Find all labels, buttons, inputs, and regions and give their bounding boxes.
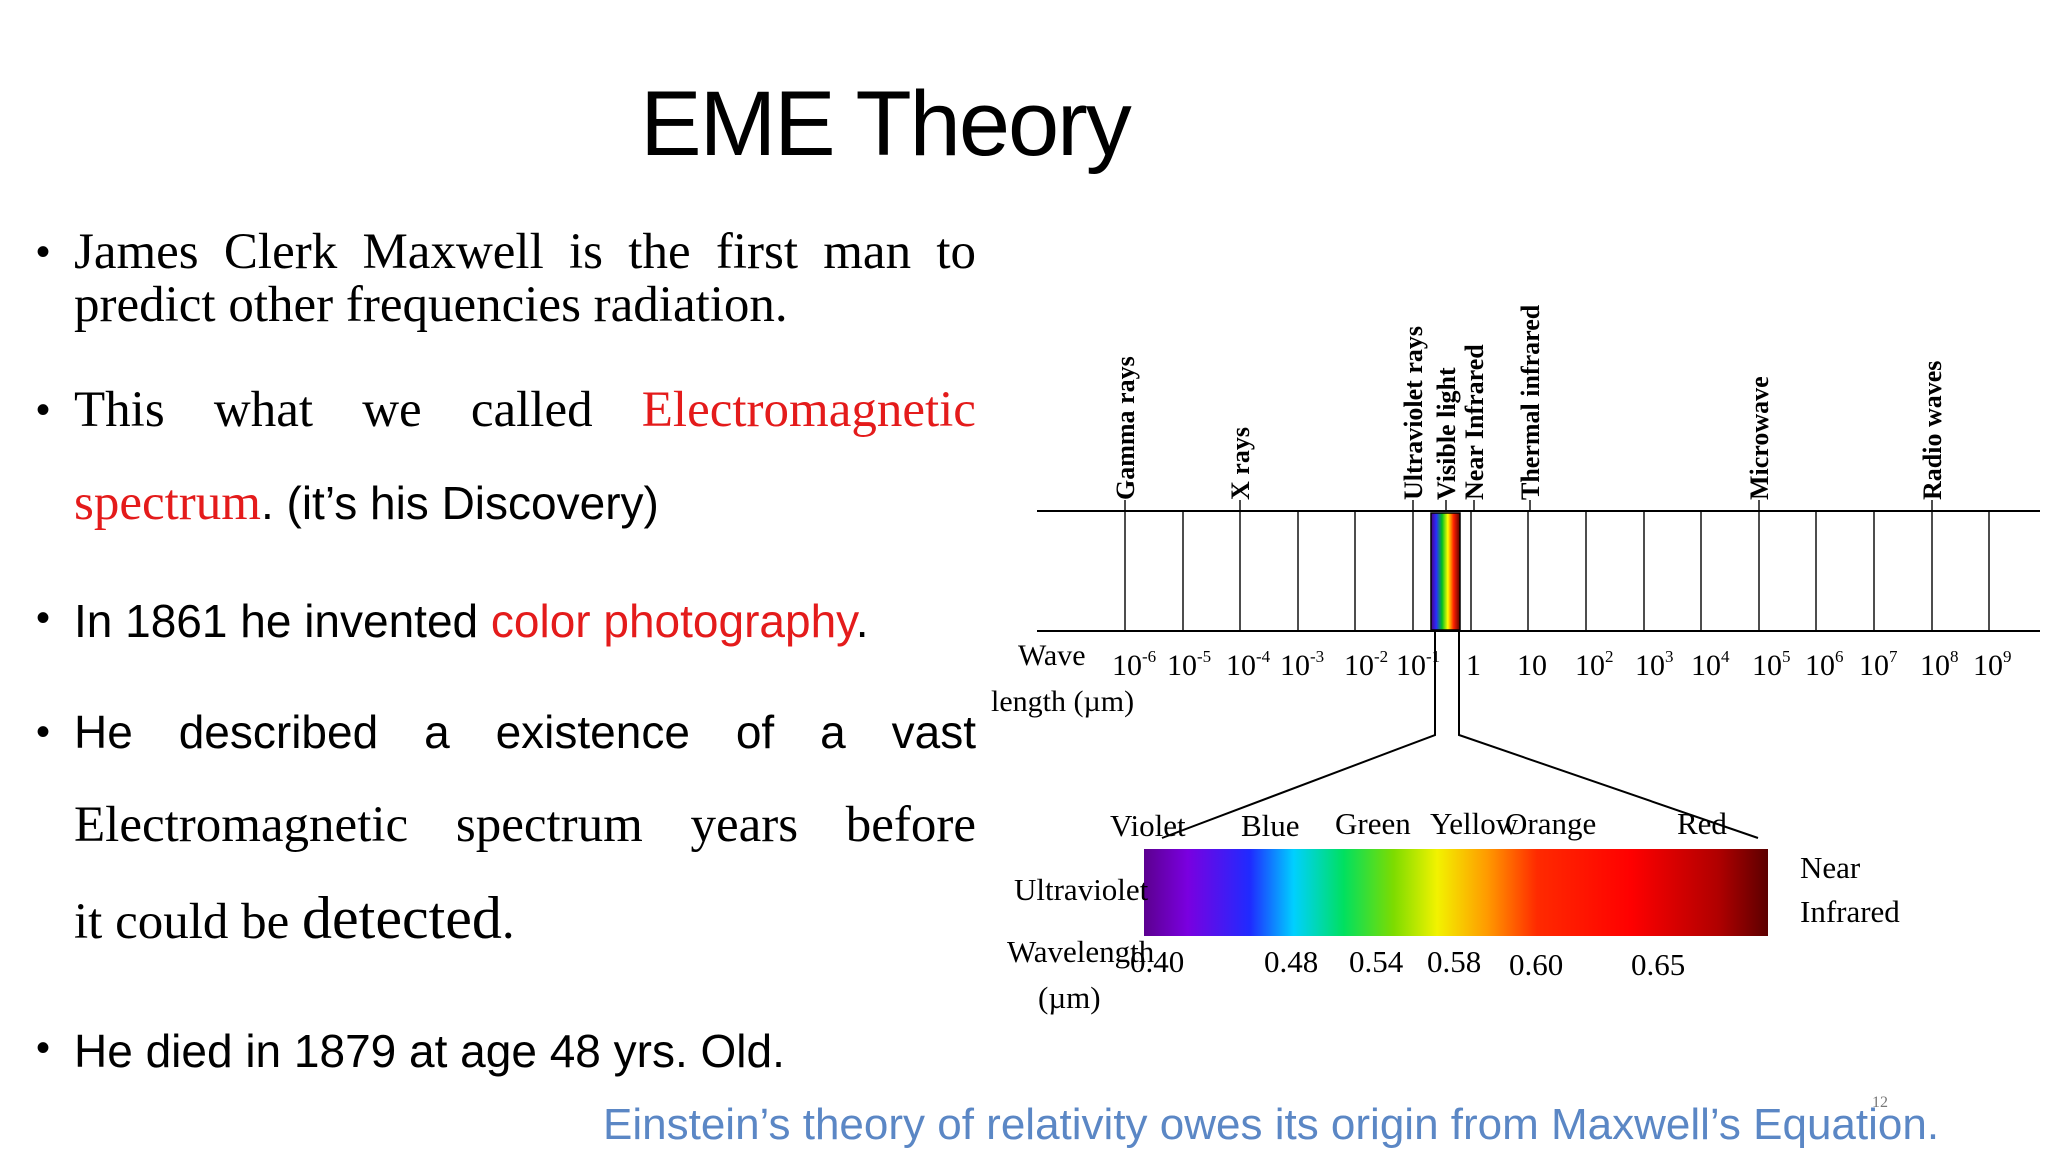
bullet-text: .	[855, 595, 869, 647]
wave-label: Wave	[1018, 639, 1086, 672]
visible-value: 0.40	[1130, 944, 1184, 979]
band-label-xrays: X rays	[1226, 427, 1255, 500]
color-label-violet: Violet	[1110, 808, 1186, 843]
bullet-word: a	[424, 706, 450, 758]
bullet-word: years	[690, 797, 799, 853]
bullet-text: In 1861 he invented	[74, 595, 479, 647]
tick-label: 10-4	[1226, 647, 1271, 682]
tick-label: 10	[1517, 649, 1547, 682]
page-number: 12	[1872, 1094, 1888, 1111]
bullet-word: vast	[891, 706, 976, 758]
tick-label: 105	[1752, 647, 1791, 682]
bullet-death: • He died in 1879 at age 48 yrs. Old.	[36, 1022, 976, 1082]
bullet-dot: •	[36, 596, 51, 640]
visible-strip	[1430, 512, 1461, 631]
slide-title: EME Theory	[640, 73, 1132, 175]
bullet-dot: •	[36, 230, 51, 274]
bullet-color-photography: • In 1861 he invented color photography.	[36, 592, 976, 652]
wavelength-label: Wavelength	[1007, 934, 1155, 969]
tick-label: 10-5	[1167, 647, 1211, 682]
footer-quote: Einstein’s theory of relativity owes its…	[603, 1100, 1940, 1149]
wave-length-label: length (µm)	[991, 685, 1134, 718]
spectrum-grid-lines	[1124, 511, 1990, 631]
bullet-word: called	[470, 382, 593, 438]
band-label-ultraviolet: Ultraviolet rays	[1399, 326, 1428, 500]
visible-value: 0.58	[1427, 944, 1481, 979]
visible-value: 0.48	[1264, 944, 1318, 979]
tick-label: 103	[1635, 647, 1674, 682]
bullet-word: spectrum	[455, 797, 643, 853]
wavelength-unit-label: (µm)	[1038, 980, 1101, 1015]
bullet-word: of	[735, 706, 775, 758]
bullet-word: before	[845, 797, 976, 853]
zoom-connector	[1161, 631, 1759, 839]
tick-label: 107	[1859, 647, 1898, 682]
bullet-word: He	[74, 706, 133, 758]
tick-label: 109	[1973, 647, 2012, 682]
tick-label: 104	[1691, 647, 1730, 682]
tick-label: 108	[1920, 647, 1959, 682]
band-label-near-infrared: Near Infrared	[1460, 344, 1489, 500]
bullet-dot: •	[36, 710, 51, 754]
bullet-text-line: predict other frequencies radiation.	[74, 277, 788, 333]
bullet-em-spectrum: • This what we called Electromagnetic sp…	[36, 382, 976, 534]
bullet-word: a	[820, 706, 846, 758]
visible-value: 0.60	[1509, 947, 1563, 982]
bullet-dot: •	[36, 1026, 51, 1070]
bullet-dot: •	[36, 388, 51, 432]
near-infrared-label-1: Near	[1800, 850, 1861, 885]
highlight-color-photography: color photography	[490, 595, 856, 647]
bullet-text-large: detected	[302, 885, 502, 951]
band-label-radio: Radio waves	[1918, 361, 1947, 500]
tick-label: 10-3	[1280, 647, 1324, 682]
near-infrared-label-2: Infrared	[1800, 894, 1900, 929]
bullet-vast-spectrum: • He described a existence of a vast Ele…	[36, 706, 976, 976]
color-label-red: Red	[1677, 806, 1727, 841]
tick-label: 10-2	[1344, 647, 1388, 682]
bullet-text: it could be	[74, 894, 290, 950]
band-label-visible: Visible light	[1432, 367, 1461, 500]
band-label-thermal-infrared: Thermal infrared	[1516, 304, 1545, 500]
tick-label: 1	[1466, 649, 1481, 682]
bullet-word: Electromagnetic	[74, 797, 409, 853]
color-label-blue: Blue	[1241, 808, 1300, 843]
color-label-yellow: Yellow	[1430, 806, 1519, 841]
band-label-microwave: Microwave	[1745, 376, 1774, 500]
tick-label: 102	[1575, 647, 1614, 682]
bullet-text: . (it’s his Discovery)	[260, 477, 659, 529]
tick-label: 10-6	[1112, 647, 1156, 682]
band-label-gamma: Gamma rays	[1111, 356, 1140, 500]
bullet-word: described	[178, 706, 379, 758]
visible-value: 0.54	[1349, 944, 1404, 979]
tick-label: 106	[1805, 647, 1844, 682]
bullet-word: what	[213, 382, 313, 438]
bullet-word: This	[74, 382, 165, 438]
color-label-orange: Orange	[1505, 806, 1596, 841]
bullet-word: existence	[495, 706, 690, 758]
highlight-spectrum: spectrum	[74, 475, 261, 531]
ultraviolet-label: Ultraviolet	[1014, 872, 1149, 907]
color-label-green: Green	[1335, 806, 1411, 841]
bullet-text: .	[501, 894, 515, 950]
tick-label: 10-1	[1396, 647, 1440, 682]
highlight-electromagnetic: Electromagnetic	[641, 382, 976, 438]
visible-value: 0.65	[1631, 947, 1685, 982]
bullet-maxwell-first: • James Clerk Maxwell is the first man t…	[36, 226, 976, 336]
bullet-text-line: James Clerk Maxwell is the first man to	[74, 224, 976, 280]
visible-spectrum-bar	[1144, 849, 1768, 936]
bullet-text: He died in 1879 at age 48 yrs. Old.	[74, 1025, 785, 1077]
bullet-word: we	[362, 382, 422, 438]
